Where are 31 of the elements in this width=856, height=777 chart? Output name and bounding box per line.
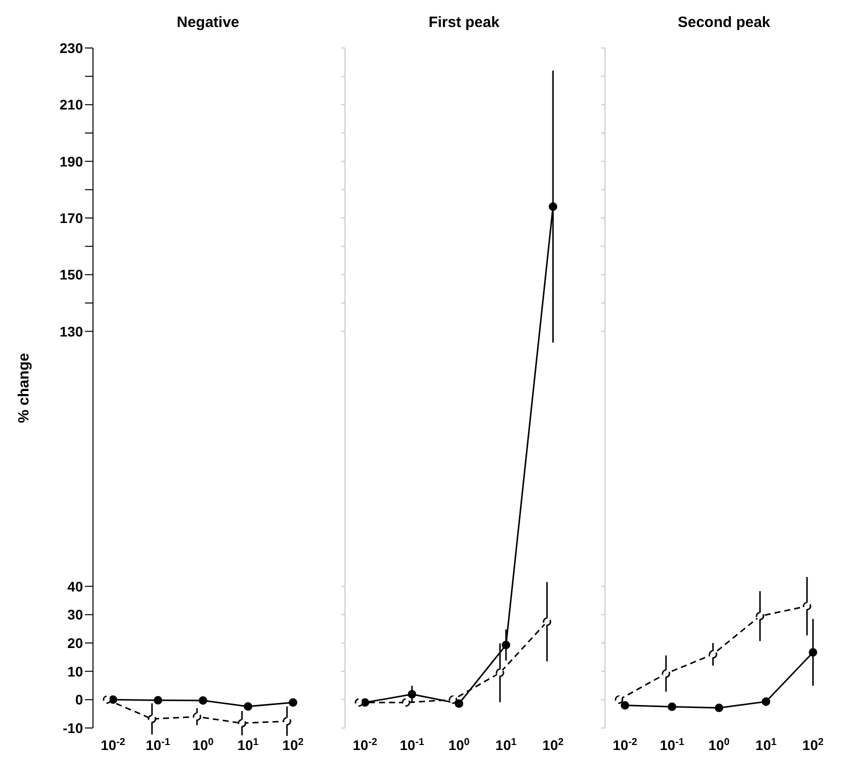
x-tick-label: 10$^{-1}$ (660, 736, 685, 753)
y-tick-label: 230 (60, 40, 84, 56)
chart-title: Negative (176, 13, 240, 33)
x-tick-label: 10$^{-2}$ (100, 736, 126, 753)
y-tick-label: 210 (60, 96, 84, 113)
y-tick-label: 30 (67, 606, 84, 623)
y-tick-label: -10 (62, 720, 84, 736)
x-tick-label: 10$^{0}$ (708, 736, 730, 753)
y-tick-label: 20 (67, 634, 84, 651)
y-axis-title: % change (15, 352, 32, 424)
x-tick-label: 10$^{1}$ (755, 736, 778, 753)
y-tick-label: 0 (75, 692, 84, 708)
y-tick-label: 40 (67, 578, 84, 594)
y-tick-label: 10 (67, 663, 84, 680)
x-tick-label: 10$^{0}$ (448, 736, 470, 753)
x-tick-label: 10$^{-1}$ (146, 736, 171, 753)
x-tick-label: 10$^{-1}$ (400, 736, 425, 753)
x-tick-label: 10$^{0}$ (192, 736, 214, 753)
y-tick-label: 170 (60, 210, 84, 226)
x-tick-label: 10$^{2}$ (802, 736, 824, 753)
chart-title: Second peak (676, 13, 772, 33)
x-tick-label: 10$^{-2}$ (612, 736, 638, 753)
x-tick-label: 10$^{1}$ (495, 736, 518, 753)
y-tick-label: 150 (60, 266, 84, 283)
x-tick-label: 10$^{1}$ (237, 736, 260, 753)
y-tick-label: 130 (60, 323, 84, 340)
y-tick-label: 190 (60, 153, 84, 170)
chart-title: First peak (428, 13, 500, 33)
x-tick-label: 10$^{-2}$ (352, 736, 378, 753)
x-tick-label: 10$^{2}$ (542, 736, 564, 753)
x-tick-label: 10$^{2}$ (282, 736, 304, 753)
